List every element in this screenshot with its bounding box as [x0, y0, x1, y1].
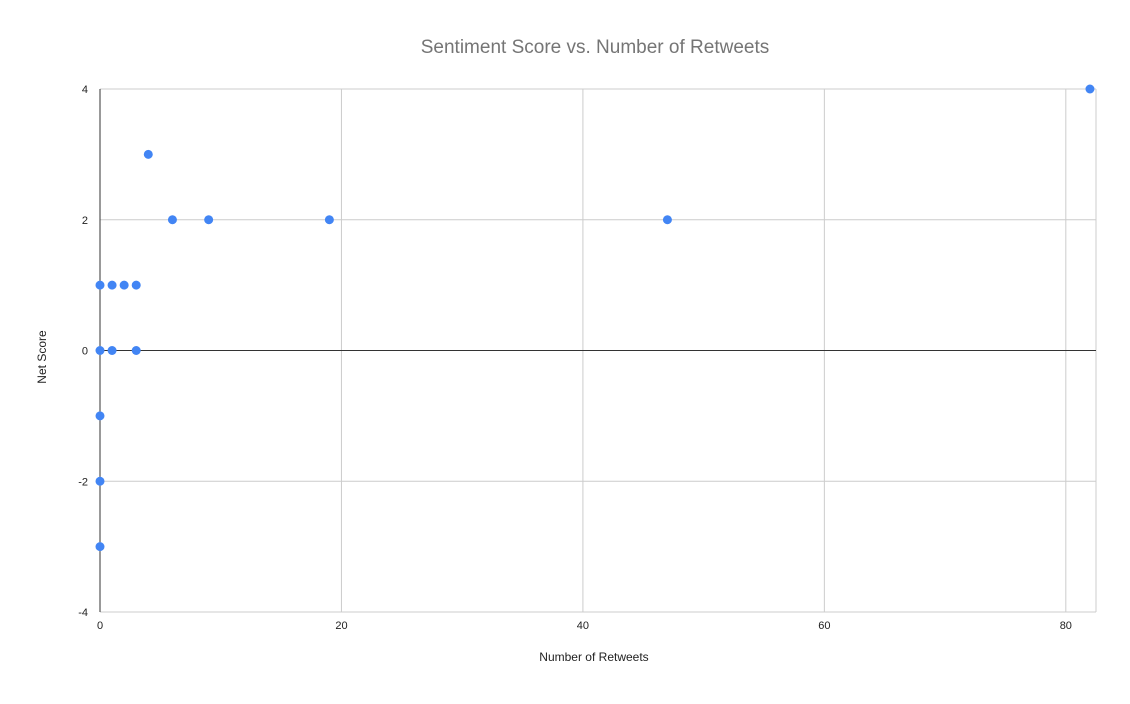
data-point	[107, 346, 117, 355]
y-tick-label: -4	[78, 607, 88, 619]
x-tick-labels: 0 20 40 60 80	[97, 620, 1072, 632]
x-axis-label: Number of Retweets	[539, 650, 648, 664]
y-tick-label: 0	[82, 346, 88, 358]
data-point	[119, 280, 129, 290]
data-point	[131, 280, 141, 290]
chart-title: Sentiment Score vs. Number of Retweets	[421, 37, 769, 58]
y-tick-label: 2	[82, 215, 88, 227]
data-point	[324, 215, 334, 225]
y-tick-label: -2	[78, 476, 88, 488]
data-point	[95, 476, 105, 486]
data-point	[143, 149, 153, 159]
data-point	[204, 215, 214, 225]
data-point	[95, 346, 105, 355]
y-axis-label: Net Score	[35, 330, 49, 384]
data-point	[95, 280, 105, 290]
x-tick-label: 40	[577, 620, 589, 632]
x-tick-label: 20	[335, 620, 347, 632]
x-tick-label: 80	[1060, 620, 1072, 632]
data-point	[167, 215, 177, 225]
data-points	[95, 84, 1095, 552]
x-tick-label: 60	[818, 620, 830, 632]
data-point	[662, 215, 672, 225]
data-point	[131, 346, 141, 355]
data-point	[1085, 84, 1095, 94]
data-point	[95, 542, 105, 552]
data-point	[95, 411, 105, 421]
y-tick-labels: -4 -2 0 2 4	[78, 84, 88, 619]
y-tick-label: 4	[82, 84, 88, 96]
data-point	[107, 280, 117, 290]
x-tick-label: 0	[97, 620, 103, 632]
axis-layer	[99, 89, 1096, 612]
